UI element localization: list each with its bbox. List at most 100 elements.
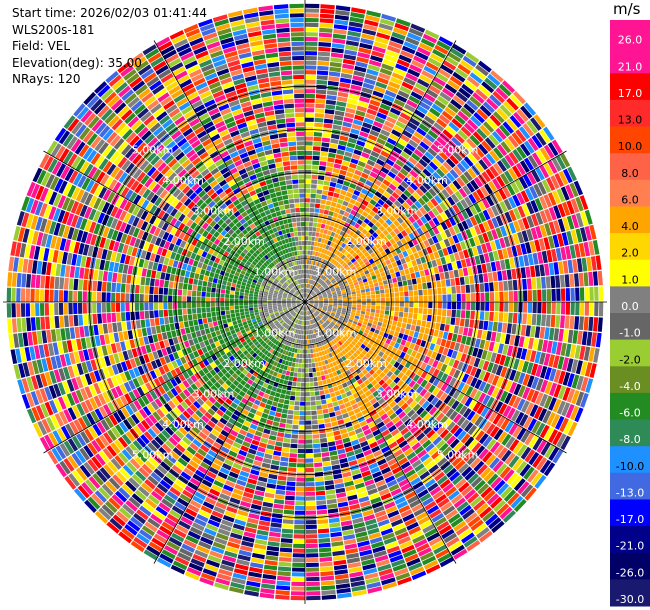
gate-cell [405, 273, 411, 280]
gate-cell [274, 446, 282, 452]
gate-cell [384, 120, 395, 129]
gate-cell [373, 41, 388, 49]
gate-cell [439, 240, 446, 249]
gate-cell [306, 591, 321, 596]
gate-cell [571, 214, 580, 229]
gate-cell [478, 370, 486, 381]
gate-cell [408, 232, 416, 240]
gate-cell [405, 143, 416, 152]
gate-cell [412, 358, 419, 366]
gate-cell [530, 265, 536, 278]
gate-cell [314, 304, 319, 307]
gate-cell [326, 280, 331, 284]
gate-cell [481, 243, 488, 254]
gate-cell [358, 338, 365, 344]
gate-cell [363, 117, 374, 125]
gate-cell [464, 396, 473, 407]
gate-cell [542, 289, 547, 301]
gate-cell [424, 29, 440, 40]
gate-cell [305, 74, 316, 80]
gate-cell [588, 271, 594, 286]
gate-cell [449, 169, 459, 179]
gate-cell [295, 363, 299, 368]
gate-cell [455, 91, 468, 103]
gate-cell [393, 254, 400, 262]
gate-cell [310, 401, 316, 406]
gate-cell [333, 300, 338, 302]
gate-cell [324, 239, 329, 245]
gate-cell [381, 214, 389, 222]
gate-cell [419, 206, 427, 215]
gate-cell [308, 264, 311, 270]
gate-cell [382, 202, 390, 210]
gate-cell [335, 105, 346, 112]
gate-cell [318, 305, 323, 308]
gate-cell [460, 199, 469, 209]
gate-cell [331, 396, 338, 403]
gate-cell [289, 400, 295, 406]
gate-cell [322, 461, 331, 467]
gate-cell [317, 65, 329, 71]
gate-cell [354, 114, 365, 122]
gate-cell [574, 273, 580, 287]
gate-cell [381, 63, 394, 72]
gate-cell [305, 434, 313, 439]
gate-cell [444, 229, 452, 238]
gate-cell [290, 391, 296, 396]
gate-cell [492, 321, 498, 332]
gate-cell [370, 345, 377, 352]
gate-cell [321, 594, 337, 600]
gate-cell [382, 367, 390, 375]
gate-cell [313, 443, 321, 449]
gate-cell [306, 293, 309, 298]
gate-cell [591, 332, 597, 347]
gate-cell [307, 245, 311, 251]
gate-cell [371, 224, 379, 232]
gate-cell [456, 309, 461, 318]
gate-cell [440, 382, 449, 392]
gate-cell [341, 68, 354, 75]
gate-cell [366, 108, 378, 116]
gate-cell [531, 152, 543, 166]
gate-cell [556, 288, 561, 301]
gate-cell [537, 251, 544, 264]
gate-cell [340, 338, 345, 344]
gate-cell [371, 298, 376, 302]
gate-cell [309, 303, 314, 305]
gate-cell [444, 356, 451, 365]
gate-cell [495, 227, 503, 239]
gate-cell [493, 162, 503, 175]
gate-cell [462, 408, 472, 419]
gate-cell [339, 315, 345, 319]
gate-cell [466, 182, 476, 193]
gate-cell [519, 414, 529, 427]
gate-cell [330, 321, 336, 326]
gate-cell [334, 261, 340, 267]
gate-cell [408, 312, 413, 319]
gate-cell [529, 186, 539, 199]
gate-cell [320, 571, 334, 577]
gate-cell [504, 392, 513, 405]
gate-cell [293, 353, 297, 358]
gate-cell [343, 342, 349, 348]
gate-cell [321, 310, 326, 314]
gate-cell [343, 256, 348, 262]
gate-cell [344, 244, 350, 251]
gate-cell [305, 174, 312, 179]
gate-cell [307, 255, 310, 260]
gate-cell [594, 302, 599, 317]
gate-cell [507, 135, 519, 148]
gate-cell [372, 45, 386, 54]
gate-cell [330, 313, 335, 317]
gate-cell [435, 204, 444, 214]
gate-cell [461, 83, 474, 95]
gate-cell [372, 232, 379, 239]
gate-cell [562, 217, 570, 231]
gate-cell [488, 251, 495, 262]
gate-cell [307, 279, 309, 284]
gate-cell [362, 257, 368, 263]
gate-cell [369, 315, 374, 320]
gate-cell [523, 140, 535, 154]
gate-cell [481, 171, 491, 183]
gate-cell [473, 235, 481, 246]
